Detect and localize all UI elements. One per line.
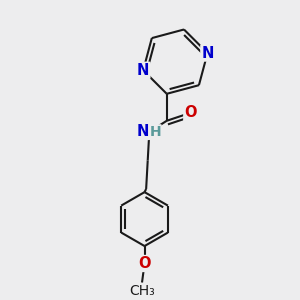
Text: N: N: [201, 46, 214, 61]
Text: N: N: [137, 63, 149, 78]
Text: H: H: [149, 125, 161, 139]
Text: O: O: [138, 256, 151, 271]
Text: N: N: [137, 124, 149, 140]
Text: CH₃: CH₃: [129, 284, 155, 298]
Text: O: O: [184, 105, 197, 120]
